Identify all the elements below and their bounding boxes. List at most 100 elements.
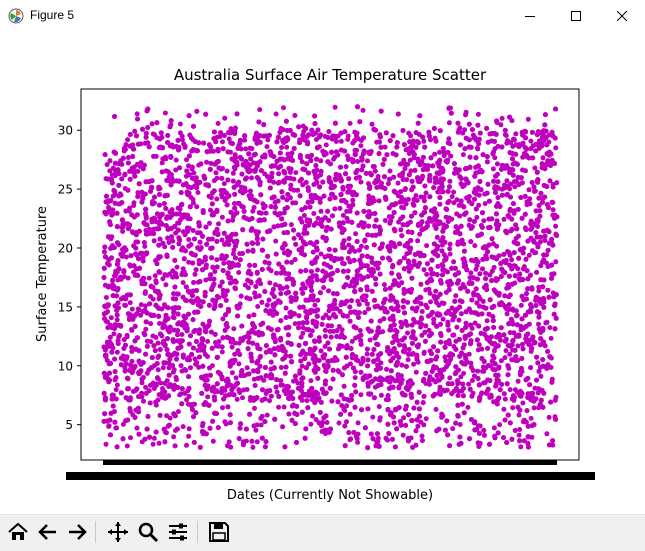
scatter-point	[110, 277, 116, 283]
scatter-point	[347, 411, 353, 417]
scatter-point	[251, 205, 257, 210]
scatter-point	[284, 144, 290, 150]
scatter-point	[536, 314, 542, 320]
scatter-point	[497, 337, 503, 343]
minimize-button[interactable]	[507, 0, 553, 31]
scatter-point	[188, 333, 193, 339]
scatter-point	[332, 104, 338, 110]
maximize-button[interactable]	[553, 0, 599, 31]
scatter-point	[221, 181, 227, 187]
scatter-point	[103, 441, 109, 447]
scatter-point	[446, 327, 452, 333]
scatter-point	[152, 194, 157, 200]
scatter-point	[421, 253, 427, 259]
scatter-point	[456, 317, 462, 323]
scatter-point	[513, 131, 519, 137]
scatter-point	[156, 440, 162, 446]
scatter-point	[458, 311, 464, 317]
scatter-point	[138, 302, 144, 308]
scatter-point	[177, 392, 183, 398]
scatter-point	[358, 369, 364, 375]
scatter-point	[418, 301, 424, 307]
scatter-point	[538, 373, 544, 379]
scatter-point	[350, 197, 356, 203]
scatter-point	[366, 181, 371, 187]
scatter-point	[528, 138, 534, 144]
scatter-point	[542, 166, 548, 172]
scatter-point	[461, 204, 467, 210]
figure-canvas[interactable]: Australia Surface Air Temperature Scatte…	[0, 31, 645, 514]
scatter-point	[295, 380, 301, 386]
scatter-point	[148, 321, 154, 327]
scatter-point	[398, 227, 404, 233]
scatter-point	[432, 151, 438, 157]
scatter-point	[470, 368, 476, 373]
scatter-point	[303, 365, 309, 371]
scatter-point	[502, 293, 508, 299]
scatter-point	[522, 211, 528, 217]
scatter-point	[222, 115, 228, 121]
scatter-point	[415, 423, 421, 429]
scatter-point	[468, 417, 474, 422]
scatter-point	[116, 182, 122, 188]
scatter-point	[163, 206, 169, 211]
scatter-point	[188, 194, 194, 200]
scatter-point	[450, 426, 456, 432]
scatter-point	[389, 376, 395, 382]
scatter-point	[524, 291, 529, 297]
scatter-point	[447, 246, 453, 252]
scatter-point	[123, 254, 129, 260]
scatter-point	[214, 257, 220, 263]
scatter-point	[461, 370, 467, 376]
scatter-point	[272, 416, 278, 422]
scatter-point	[365, 357, 371, 363]
scatter-point	[437, 384, 443, 390]
scatter-point	[408, 168, 414, 174]
scatter-point	[472, 243, 478, 249]
scatter-point	[507, 351, 513, 357]
scatter-point	[447, 241, 453, 247]
scatter-point	[142, 243, 148, 249]
scatter-point	[520, 346, 526, 352]
scatter-point	[451, 259, 457, 265]
scatter-point	[500, 163, 506, 169]
scatter-point	[262, 259, 268, 265]
scatter-point	[194, 204, 200, 210]
scatter-point	[332, 297, 338, 303]
scatter-point	[431, 344, 437, 350]
scatter-point	[316, 338, 322, 344]
scatter-point	[447, 375, 453, 381]
scatter-point	[240, 395, 245, 401]
scatter-point	[354, 210, 360, 216]
scatter-point	[381, 157, 387, 162]
scatter-point	[313, 417, 319, 423]
scatter-point	[205, 394, 211, 400]
close-button[interactable]	[599, 0, 645, 31]
scatter-point	[452, 265, 458, 271]
scatter-point	[484, 318, 490, 324]
scatter-point	[463, 112, 468, 118]
scatter-point	[218, 130, 224, 136]
scatter-point	[304, 139, 310, 145]
scatter-point	[125, 275, 131, 281]
scatter-point	[153, 278, 159, 284]
scatter-point	[208, 160, 214, 166]
scatter-point	[186, 433, 192, 439]
scatter-point	[491, 425, 497, 431]
scatter-point	[171, 291, 176, 297]
scatter-point	[433, 288, 439, 294]
scatter-point	[385, 181, 391, 187]
scatter-point	[125, 160, 131, 166]
scatter-point	[102, 254, 108, 260]
scatter-point	[553, 223, 559, 229]
scatter-point	[332, 206, 338, 212]
scatter-point	[321, 285, 327, 291]
scatter-point	[188, 365, 193, 371]
scatter-point	[246, 313, 252, 319]
scatter-point	[273, 111, 279, 117]
scatter-point	[460, 152, 466, 158]
scatter-point	[403, 161, 409, 167]
scatter-point	[258, 422, 264, 428]
scatter-point	[368, 431, 374, 437]
scatter-point	[349, 355, 355, 361]
